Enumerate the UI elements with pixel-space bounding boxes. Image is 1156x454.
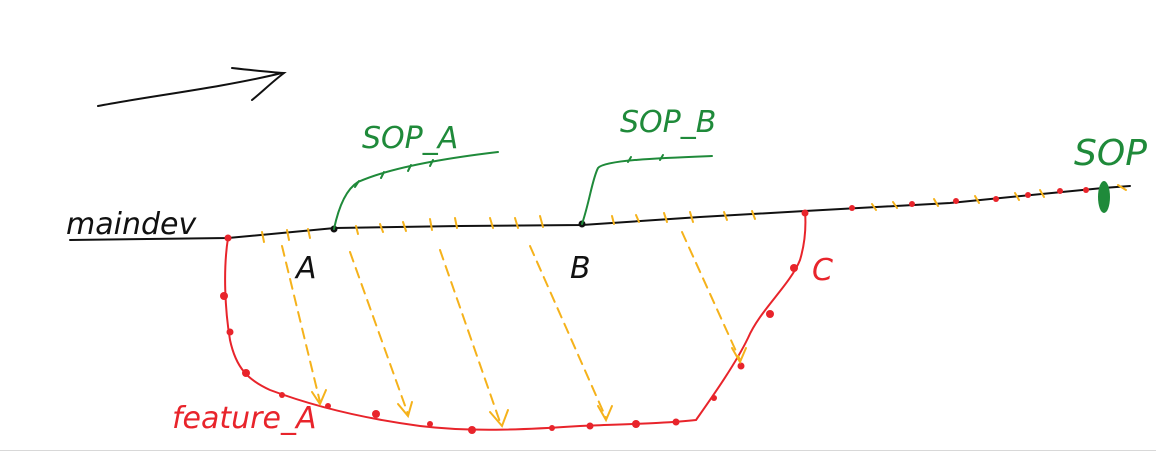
merge-arrows [281, 231, 741, 423]
sop-label: SOP [1074, 133, 1147, 174]
merge-arrow-heads [311, 347, 747, 428]
maindev-yellow-ticks [261, 184, 1127, 243]
sop-b-branch [581, 154, 713, 225]
feature-a-label: feature_A [172, 401, 317, 436]
sop-release-marker [1098, 181, 1110, 213]
maindev-line [69, 185, 1131, 241]
point-b-label: B [570, 251, 591, 286]
sop-a-branch [333, 151, 499, 230]
direction-arrow [97, 67, 287, 107]
maindev-label: maindev [66, 207, 197, 242]
feature-a-branch [224, 210, 807, 431]
sop-b-label: SOP_B [620, 105, 716, 140]
bottom-border [0, 450, 1156, 451]
maindev-red-commits [849, 187, 1089, 211]
feature-a-commits [220, 209, 809, 434]
sop-a-label: SOP_A [362, 121, 458, 156]
point-a-label: A [294, 251, 317, 286]
point-c-label: C [812, 253, 833, 288]
